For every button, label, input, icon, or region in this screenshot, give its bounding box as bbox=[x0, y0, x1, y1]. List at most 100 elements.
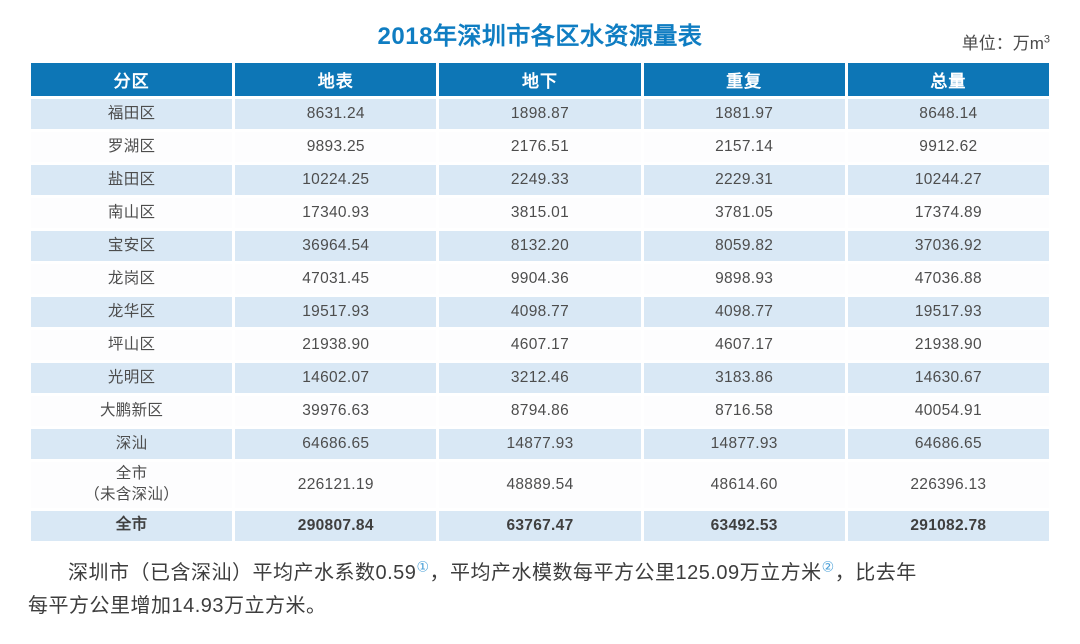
unit-superscript: 3 bbox=[1043, 33, 1050, 46]
cell-overlap: 2157.14 bbox=[643, 132, 845, 162]
cell-underground: 3815.01 bbox=[439, 198, 641, 228]
cell-overlap: 8716.58 bbox=[643, 396, 845, 426]
cell-region: 盐田区 bbox=[31, 165, 233, 195]
cell-total: 226396.13 bbox=[847, 462, 1049, 508]
table-row: 盐田区 10224.25 2249.33 2229.31 10244.27 bbox=[31, 165, 1049, 195]
cell-surface: 226121.19 bbox=[235, 462, 437, 508]
cell-underground: 3212.46 bbox=[439, 363, 641, 393]
col-header-region: 分区 bbox=[31, 63, 233, 96]
cell-surface: 19517.93 bbox=[235, 297, 437, 327]
cell-overlap: 1881.97 bbox=[643, 99, 845, 129]
cell-overlap: 9898.93 bbox=[643, 264, 845, 294]
cell-total: 37036.92 bbox=[847, 231, 1049, 261]
cell-total: 10244.27 bbox=[847, 165, 1049, 195]
cell-overlap: 2229.31 bbox=[643, 165, 845, 195]
cell-total: 17374.89 bbox=[847, 198, 1049, 228]
table-row: 福田区 8631.24 1898.87 1881.97 8648.14 bbox=[31, 99, 1049, 129]
cell-overlap: 14877.93 bbox=[643, 429, 845, 459]
cell-overlap: 3183.86 bbox=[643, 363, 845, 393]
cell-overlap: 4098.77 bbox=[643, 297, 845, 327]
cell-surface: 14602.07 bbox=[235, 363, 437, 393]
cell-overlap: 63492.53 bbox=[643, 510, 845, 541]
cell-underground: 8794.86 bbox=[439, 396, 641, 426]
cell-region: 坪山区 bbox=[31, 330, 233, 360]
cell-overlap: 48614.60 bbox=[643, 462, 845, 508]
footnote-line1: 深圳市（已含深汕）平均产水系数0.59①，平均产水模数每平方公里125.09万立… bbox=[28, 557, 1052, 590]
title-bar: 2018年深圳市各区水资源量表 单位：万m3 bbox=[28, 12, 1052, 54]
cell-overlap: 4607.17 bbox=[643, 330, 845, 360]
cell-underground: 1898.87 bbox=[439, 99, 641, 129]
cell-underground: 2249.33 bbox=[439, 165, 641, 195]
table-body: 福田区 8631.24 1898.87 1881.97 8648.14 罗湖区 … bbox=[31, 99, 1049, 541]
water-resources-table: 分区 地表 地下 重复 总量 福田区 8631.24 1898.87 1881.… bbox=[28, 60, 1052, 544]
cell-surface: 21938.90 bbox=[235, 330, 437, 360]
col-header-overlap: 重复 bbox=[643, 63, 845, 96]
col-header-underground: 地下 bbox=[439, 63, 641, 96]
table-row: 大鹏新区 39976.63 8794.86 8716.58 40054.91 bbox=[31, 396, 1049, 426]
cell-region: 光明区 bbox=[31, 363, 233, 393]
cell-total: 9912.62 bbox=[847, 132, 1049, 162]
cell-region: 深汕 bbox=[31, 429, 233, 459]
cell-underground: 9904.36 bbox=[439, 264, 641, 294]
table-row: 龙华区 19517.93 4098.77 4098.77 19517.93 bbox=[31, 297, 1049, 327]
cell-region: 大鹏新区 bbox=[31, 396, 233, 426]
cell-region: 全市 （未含深汕） bbox=[31, 462, 233, 508]
cell-total: 291082.78 bbox=[847, 510, 1049, 541]
table-row: 罗湖区 9893.25 2176.51 2157.14 9912.62 bbox=[31, 132, 1049, 162]
cell-underground: 14877.93 bbox=[439, 429, 641, 459]
cell-underground: 4098.77 bbox=[439, 297, 641, 327]
cell-total: 8648.14 bbox=[847, 99, 1049, 129]
cell-total: 64686.65 bbox=[847, 429, 1049, 459]
footnote-text: ，比去年 bbox=[834, 561, 917, 584]
cell-total: 19517.93 bbox=[847, 297, 1049, 327]
cell-total: 14630.67 bbox=[847, 363, 1049, 393]
table-header: 分区 地表 地下 重复 总量 bbox=[31, 63, 1049, 96]
cell-total: 47036.88 bbox=[847, 264, 1049, 294]
cell-underground: 63767.47 bbox=[439, 510, 641, 541]
cell-overlap: 8059.82 bbox=[643, 231, 845, 261]
unit-label: 单位：万m3 bbox=[962, 29, 1050, 54]
cell-surface: 8631.24 bbox=[235, 99, 437, 129]
table-row: 龙岗区 47031.45 9904.36 9898.93 47036.88 bbox=[31, 264, 1049, 294]
table-row: 光明区 14602.07 3212.46 3183.86 14630.67 bbox=[31, 363, 1049, 393]
cell-surface: 36964.54 bbox=[235, 231, 437, 261]
cell-region: 宝安区 bbox=[31, 231, 233, 261]
footnote-text: ，平均产水模数每平方公里125.09万立方米 bbox=[429, 561, 822, 584]
col-header-total: 总量 bbox=[847, 63, 1049, 96]
table-row: 宝安区 36964.54 8132.20 8059.82 37036.92 bbox=[31, 231, 1049, 261]
cell-underground: 2176.51 bbox=[439, 132, 641, 162]
cell-region: 福田区 bbox=[31, 99, 233, 129]
footnote-text: 深圳市（已含深汕）平均产水系数0.59 bbox=[68, 561, 417, 584]
table-row: 南山区 17340.93 3815.01 3781.05 17374.89 bbox=[31, 198, 1049, 228]
cell-region: 龙岗区 bbox=[31, 264, 233, 294]
table-row: 坪山区 21938.90 4607.17 4607.17 21938.90 bbox=[31, 330, 1049, 360]
cell-underground: 48889.54 bbox=[439, 462, 641, 508]
cell-surface: 47031.45 bbox=[235, 264, 437, 294]
footnote: 深圳市（已含深汕）平均产水系数0.59①，平均产水模数每平方公里125.09万立… bbox=[28, 557, 1052, 623]
table-row: 深汕 64686.65 14877.93 14877.93 64686.65 bbox=[31, 429, 1049, 459]
cell-underground: 8132.20 bbox=[439, 231, 641, 261]
footnote-ref-1: ① bbox=[416, 558, 430, 575]
cell-region: 南山区 bbox=[31, 198, 233, 228]
cell-surface: 39976.63 bbox=[235, 396, 437, 426]
cell-total: 40054.91 bbox=[847, 396, 1049, 426]
cell-surface: 17340.93 bbox=[235, 198, 437, 228]
cell-surface: 10224.25 bbox=[235, 165, 437, 195]
cell-underground: 4607.17 bbox=[439, 330, 641, 360]
cell-surface: 9893.25 bbox=[235, 132, 437, 162]
cell-region: 龙华区 bbox=[31, 297, 233, 327]
header-row: 分区 地表 地下 重复 总量 bbox=[31, 63, 1049, 96]
footnote-line2: 每平方公里增加14.93万立方米。 bbox=[28, 594, 327, 617]
col-header-surface: 地表 bbox=[235, 63, 437, 96]
table-row: 全市 （未含深汕） 226121.19 48889.54 48614.60 22… bbox=[31, 462, 1049, 508]
cell-total: 21938.90 bbox=[847, 330, 1049, 360]
table-row-total: 全市 290807.84 63767.47 63492.53 291082.78 bbox=[31, 510, 1049, 541]
footnote-ref-2: ② bbox=[821, 558, 835, 575]
cell-region: 全市 bbox=[31, 510, 233, 541]
cell-region: 罗湖区 bbox=[31, 132, 233, 162]
cell-surface: 290807.84 bbox=[235, 510, 437, 541]
unit-text: 单位：万m bbox=[961, 34, 1044, 53]
cell-surface: 64686.65 bbox=[235, 429, 437, 459]
page-title: 2018年深圳市各区水资源量表 bbox=[377, 23, 703, 50]
